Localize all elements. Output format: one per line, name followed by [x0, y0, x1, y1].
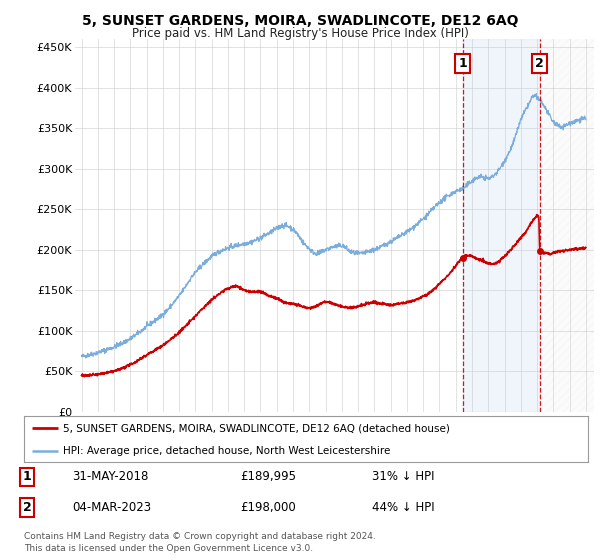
Text: 04-MAR-2023: 04-MAR-2023 [72, 501, 151, 514]
Text: 1: 1 [23, 470, 31, 483]
Text: HPI: Average price, detached house, North West Leicestershire: HPI: Average price, detached house, Nort… [64, 446, 391, 456]
Text: 2: 2 [535, 57, 544, 70]
Text: 1: 1 [458, 57, 467, 70]
Bar [540, 39, 594, 412]
Text: 5, SUNSET GARDENS, MOIRA, SWADLINCOTE, DE12 6AQ (detached house): 5, SUNSET GARDENS, MOIRA, SWADLINCOTE, D… [64, 423, 451, 433]
Text: 2: 2 [23, 501, 31, 514]
Text: £189,995: £189,995 [240, 470, 296, 483]
Text: 31-MAY-2018: 31-MAY-2018 [72, 470, 148, 483]
Bar [463, 39, 540, 412]
Text: 44% ↓ HPI: 44% ↓ HPI [372, 501, 434, 514]
Text: Contains HM Land Registry data © Crown copyright and database right 2024.
This d: Contains HM Land Registry data © Crown c… [24, 533, 376, 553]
Text: £198,000: £198,000 [240, 501, 296, 514]
Text: 5, SUNSET GARDENS, MOIRA, SWADLINCOTE, DE12 6AQ: 5, SUNSET GARDENS, MOIRA, SWADLINCOTE, D… [82, 14, 518, 28]
Text: 31% ↓ HPI: 31% ↓ HPI [372, 470, 434, 483]
Text: Price paid vs. HM Land Registry's House Price Index (HPI): Price paid vs. HM Land Registry's House … [131, 27, 469, 40]
